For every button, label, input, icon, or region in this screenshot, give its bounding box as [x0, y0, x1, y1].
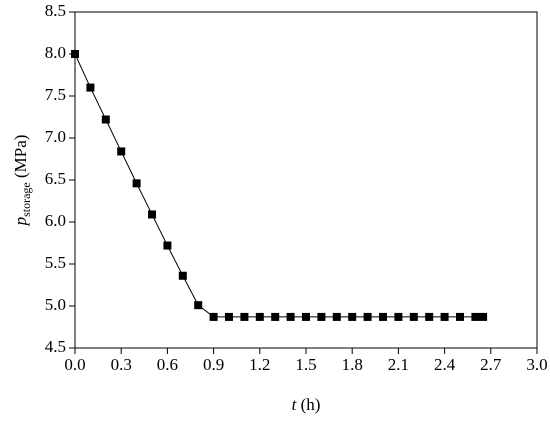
data-marker [456, 312, 464, 321]
x-tick-label: 2.1 [388, 355, 409, 374]
x-tick-label: 0.0 [64, 355, 85, 374]
data-marker [209, 312, 218, 321]
y-tick-label: 7.0 [45, 127, 66, 146]
x-label-unit: (h) [301, 395, 321, 414]
x-tick-label: 3.0 [526, 355, 547, 374]
y-label-symbol: p [11, 217, 30, 227]
data-marker [71, 50, 79, 58]
data-marker [379, 312, 387, 321]
x-tick-label: 0.9 [203, 355, 224, 374]
data-marker [409, 312, 418, 321]
y-label-unit: (MPa) [11, 135, 30, 178]
y-tick-label: 6.0 [45, 211, 66, 230]
y-tick-label: 5.5 [45, 253, 66, 272]
data-marker [86, 83, 95, 92]
y-tick-label: 4.5 [45, 337, 66, 356]
data-marker [479, 312, 488, 321]
y-label-subscript: storage [19, 182, 33, 217]
data-marker [440, 312, 449, 321]
data-marker [240, 312, 249, 321]
x-tick-label: 0.3 [111, 355, 132, 374]
x-tick-label: 1.2 [249, 355, 270, 374]
plot-frame [74, 11, 538, 349]
data-marker [117, 147, 126, 156]
data-marker [302, 312, 310, 321]
y-tick-label: 8.5 [45, 1, 66, 20]
x-tick-label: 2.4 [434, 355, 456, 374]
data-marker [425, 312, 434, 321]
data-marker [394, 312, 403, 321]
x-axis-label: t (h) [292, 395, 321, 414]
data-marker [332, 312, 341, 321]
data-marker [363, 312, 372, 321]
data-line [74, 53, 484, 318]
data-marker [471, 312, 480, 321]
x-tick-label: 2.7 [480, 355, 502, 374]
data-marker [148, 210, 156, 219]
x-tick-label: 1.5 [295, 355, 316, 374]
data-marker [101, 115, 110, 124]
x-tick-label: 0.6 [157, 355, 178, 374]
data-marker [271, 312, 280, 321]
data-marker [178, 271, 187, 280]
x-tick-label: 1.8 [342, 355, 363, 374]
y-tick-label: 5.0 [45, 295, 66, 314]
y-axis-label: pstorage (MPa) [11, 135, 33, 227]
x-label-symbol: t [292, 395, 298, 414]
data-marker [132, 179, 141, 188]
data-marker [225, 312, 233, 321]
data-marker [317, 312, 326, 321]
y-tick-label: 7.5 [45, 85, 66, 104]
data-marker [286, 312, 295, 321]
data-marker [255, 312, 264, 321]
data-marker [348, 312, 357, 321]
y-tick-label: 6.5 [45, 169, 66, 188]
data-marker [194, 301, 203, 310]
y-tick-label: 8.0 [45, 43, 66, 62]
data-marker [163, 241, 172, 250]
